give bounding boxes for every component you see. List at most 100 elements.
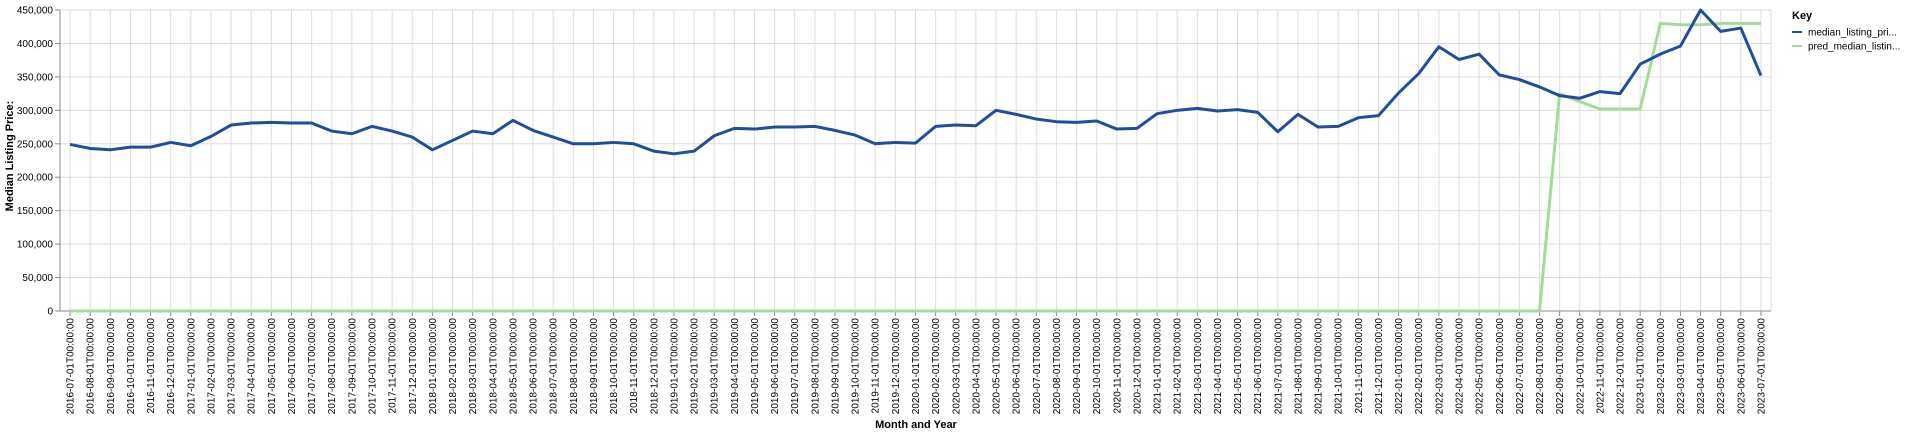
- x-tick-label: 2021-06-01T00:00:00: [1253, 318, 1264, 415]
- x-tick-label: 2021-02-01T00:00:00: [1173, 318, 1184, 415]
- y-tick-label: 150,000: [17, 206, 54, 217]
- x-tick-label: 2017-07-01T00:00:00: [307, 318, 318, 415]
- x-tick-label: 2023-02-01T00:00:00: [1656, 318, 1667, 415]
- x-tick-label: 2023-03-01T00:00:00: [1676, 318, 1687, 415]
- y-tick-label: 450,000: [17, 6, 54, 17]
- x-tick-label: 2022-10-01T00:00:00: [1575, 318, 1586, 415]
- x-tick-label: 2020-05-01T00:00:00: [992, 318, 1003, 415]
- x-tick-label: 2017-12-01T00:00:00: [408, 318, 419, 415]
- x-tick-label: 2022-11-01T00:00:00: [1595, 318, 1606, 414]
- x-tick-label: 2018-12-01T00:00:00: [649, 318, 660, 415]
- x-tick-label: 2017-02-01T00:00:00: [206, 318, 217, 415]
- x-tick-label: 2022-05-01T00:00:00: [1475, 318, 1486, 415]
- legend-title: Key: [1792, 10, 1813, 22]
- x-tick-label: 2018-05-01T00:00:00: [508, 318, 519, 415]
- x-tick-label: 2022-01-01T00:00:00: [1394, 318, 1405, 415]
- legend-label: pred_median_listin...: [1808, 42, 1900, 53]
- gridlines: [60, 9, 1771, 312]
- y-tick-label: 0: [47, 307, 53, 318]
- series-lines: [69, 8, 1763, 313]
- x-tick-label: 2020-09-01T00:00:00: [1072, 318, 1083, 415]
- x-tick-label: 2018-11-01T00:00:00: [629, 318, 640, 414]
- x-tick-label: 2016-07-01T00:00:00: [66, 318, 77, 415]
- y-axis-title: Median Listing Price:: [4, 101, 16, 212]
- x-tick-label: 2019-05-01T00:00:00: [750, 318, 761, 415]
- x-tick-label: 2021-05-01T00:00:00: [1233, 318, 1244, 415]
- x-tick-label: 2017-09-01T00:00:00: [347, 318, 358, 415]
- x-tick-label: 2020-04-01T00:00:00: [971, 318, 982, 415]
- x-tick-label: 2017-06-01T00:00:00: [287, 318, 298, 415]
- x-tick-label: 2016-10-01T00:00:00: [126, 318, 137, 415]
- x-tick-label: 2019-07-01T00:00:00: [790, 318, 801, 415]
- x-tick-label: 2018-04-01T00:00:00: [488, 318, 499, 415]
- x-tick-label: 2017-05-01T00:00:00: [267, 318, 278, 415]
- x-tick-label: 2019-12-01T00:00:00: [891, 318, 902, 415]
- x-tick-label: 2017-01-01T00:00:00: [186, 318, 197, 415]
- x-tick-label: 2016-12-01T00:00:00: [166, 318, 177, 415]
- series-line-0: [69, 8, 1763, 156]
- x-tick-label: 2023-06-01T00:00:00: [1736, 318, 1747, 415]
- x-tick-label: 2018-01-01T00:00:00: [428, 318, 439, 415]
- x-tick-label: 2017-11-01T00:00:00: [388, 318, 399, 414]
- x-tick-label: 2020-11-01T00:00:00: [1112, 318, 1123, 414]
- x-tick-label: 2021-09-01T00:00:00: [1314, 318, 1325, 415]
- x-tick-label: 2020-01-01T00:00:00: [911, 318, 922, 415]
- x-tick-label: 2021-11-01T00:00:00: [1354, 318, 1365, 414]
- y-tick-label: 400,000: [17, 39, 54, 50]
- x-tick-label: 2016-09-01T00:00:00: [106, 318, 117, 415]
- x-tick-label: 2019-03-01T00:00:00: [710, 318, 721, 415]
- x-tick-label: 2019-02-01T00:00:00: [690, 318, 701, 415]
- y-tick-label: 200,000: [17, 173, 54, 184]
- x-tick-label: 2018-10-01T00:00:00: [609, 318, 620, 415]
- x-tick-label: 2019-10-01T00:00:00: [851, 318, 862, 415]
- x-tick-label: 2022-08-01T00:00:00: [1535, 318, 1546, 415]
- x-tick-label: 2021-08-01T00:00:00: [1293, 318, 1304, 415]
- legend: Key median_listing_pri... pred_median_lis…: [1792, 10, 1900, 53]
- y-tick-label: 250,000: [17, 139, 54, 150]
- y-tick-label: 50,000: [22, 273, 53, 284]
- x-tick-label: 2019-06-01T00:00:00: [770, 318, 781, 415]
- x-tick-label: 2020-10-01T00:00:00: [1092, 318, 1103, 415]
- series-line-1: [70, 21, 1761, 313]
- x-axis-ticks: 2016-07-01T00:00:00 2016-08-01T00:00:00 20…: [66, 311, 1767, 415]
- x-tick-label: 2021-01-01T00:00:00: [1153, 318, 1164, 415]
- x-tick-label: 2022-02-01T00:00:00: [1414, 318, 1425, 415]
- x-axis-title: Month and Year: [875, 419, 957, 431]
- x-tick-label: 2018-07-01T00:00:00: [549, 318, 560, 415]
- x-tick-label: 2023-04-01T00:00:00: [1696, 318, 1707, 415]
- y-tick-label: 100,000: [17, 240, 54, 251]
- y-tick-label: 350,000: [17, 72, 54, 83]
- legend-label: median_listing_pri...: [1808, 28, 1897, 39]
- x-tick-label: 2020-12-01T00:00:00: [1132, 318, 1143, 415]
- x-tick-label: 2019-01-01T00:00:00: [669, 318, 680, 415]
- x-tick-label: 2021-12-01T00:00:00: [1374, 318, 1385, 415]
- x-tick-label: 2017-03-01T00:00:00: [227, 318, 238, 415]
- x-tick-label: 2020-07-01T00:00:00: [1032, 318, 1043, 415]
- x-tick-label: 2016-11-01T00:00:00: [146, 318, 157, 414]
- x-tick-label: 2019-04-01T00:00:00: [730, 318, 741, 415]
- y-tick-label: 300,000: [17, 106, 54, 117]
- x-tick-label: 2021-03-01T00:00:00: [1193, 318, 1204, 415]
- x-tick-label: 2017-08-01T00:00:00: [327, 318, 338, 415]
- x-tick-label: 2020-06-01T00:00:00: [1012, 318, 1023, 415]
- x-tick-label: 2019-09-01T00:00:00: [830, 318, 841, 415]
- x-tick-label: 2023-05-01T00:00:00: [1716, 318, 1727, 415]
- x-tick-label: 2020-03-01T00:00:00: [951, 318, 962, 415]
- x-tick-label: 2018-09-01T00:00:00: [589, 318, 600, 415]
- x-tick-label: 2020-08-01T00:00:00: [1052, 318, 1063, 415]
- x-tick-label: 2017-10-01T00:00:00: [368, 318, 379, 415]
- x-tick-label: 2017-04-01T00:00:00: [247, 318, 258, 415]
- x-tick-label: 2021-07-01T00:00:00: [1273, 318, 1284, 415]
- x-tick-label: 2023-01-01T00:00:00: [1636, 318, 1647, 415]
- x-tick-label: 2021-04-01T00:00:00: [1213, 318, 1224, 415]
- y-axis-ticks: 0 50,000 100,000 150,000 200,000 250,000 300,0…: [17, 6, 60, 318]
- x-tick-label: 2022-07-01T00:00:00: [1515, 318, 1526, 415]
- x-tick-label: 2022-03-01T00:00:00: [1434, 318, 1445, 415]
- x-tick-label: 2016-08-01T00:00:00: [86, 318, 97, 415]
- x-tick-label: 2023-07-01T00:00:00: [1756, 318, 1767, 415]
- x-tick-label: 2018-08-01T00:00:00: [569, 318, 580, 415]
- x-tick-label: 2021-10-01T00:00:00: [1334, 318, 1345, 415]
- x-tick-label: 2022-06-01T00:00:00: [1495, 318, 1506, 415]
- x-tick-label: 2018-02-01T00:00:00: [448, 318, 459, 415]
- x-tick-label: 2022-04-01T00:00:00: [1454, 318, 1465, 415]
